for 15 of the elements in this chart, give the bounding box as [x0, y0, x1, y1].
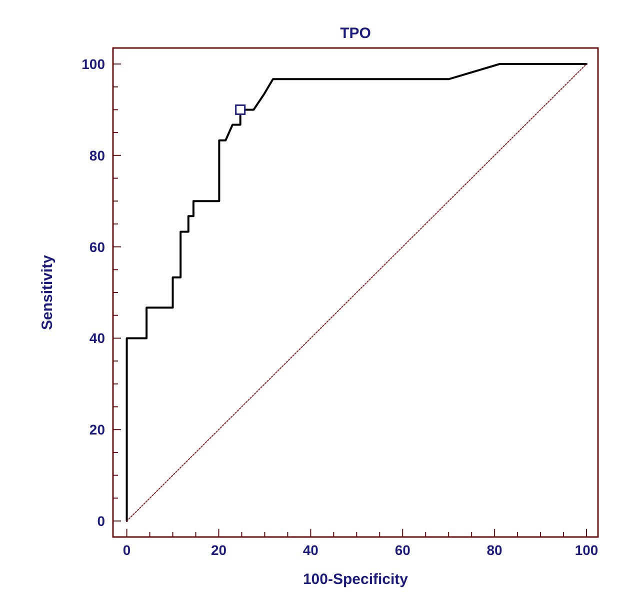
y-axis-title: Sensitivity	[39, 254, 56, 330]
y-tick-label: 40	[89, 330, 106, 346]
y-tick-label: 60	[89, 238, 106, 255]
x-tick-label: 20	[210, 542, 227, 558]
y-tick-label: 20	[89, 422, 106, 438]
x-tick-label: 40	[302, 542, 319, 558]
x-axis-title: 100-Specificity	[302, 571, 409, 588]
x-tick-label: 0	[122, 542, 131, 558]
y-tick-label: 80	[89, 147, 106, 164]
x-tick-label: 100	[574, 542, 598, 558]
x-tick-label: 80	[486, 542, 503, 558]
y-tick-label: 0	[97, 513, 106, 530]
x-tick-label: 60	[394, 542, 411, 558]
chart-title: TPO	[340, 25, 372, 42]
y-tick-label: 100	[82, 56, 106, 72]
